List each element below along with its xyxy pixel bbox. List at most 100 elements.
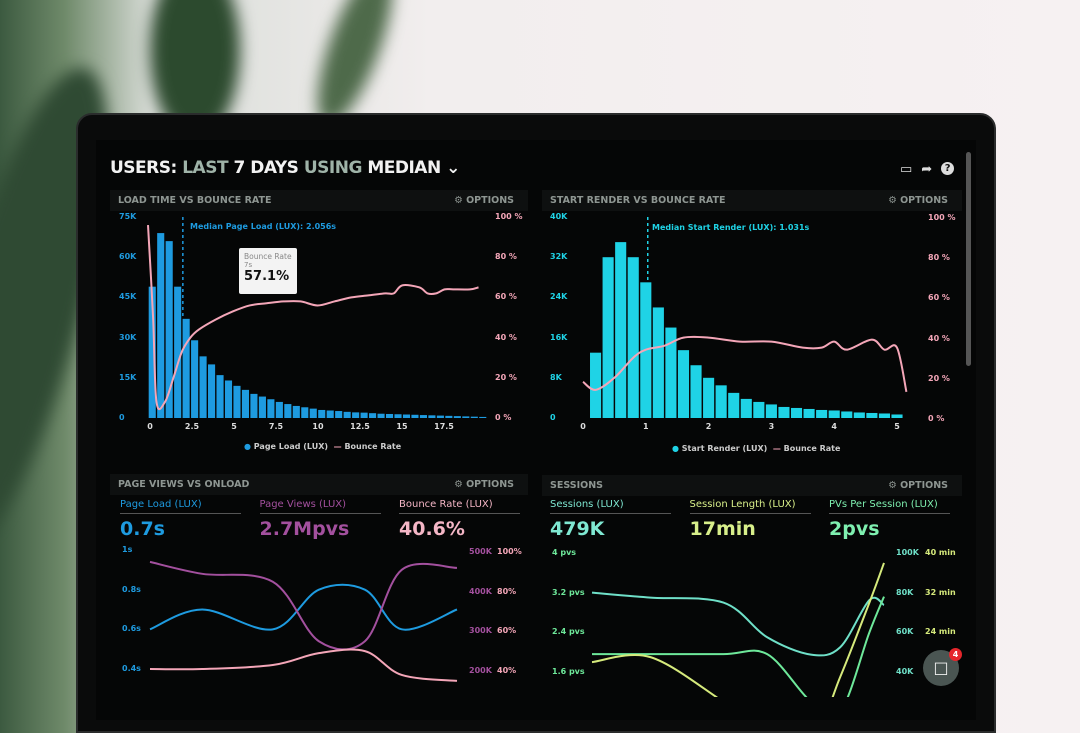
bar[interactable] — [753, 401, 765, 418]
x-tick: 4 — [831, 422, 837, 431]
bar[interactable] — [445, 415, 453, 418]
bar[interactable] — [453, 416, 461, 418]
bar[interactable] — [419, 415, 427, 418]
bar[interactable] — [803, 408, 815, 418]
bar[interactable] — [790, 407, 803, 418]
bar[interactable] — [369, 413, 377, 418]
y-tick: 32K — [550, 252, 568, 262]
bar[interactable] — [182, 318, 190, 418]
bar[interactable] — [891, 414, 903, 418]
bar[interactable] — [267, 399, 275, 418]
render-panel-header: START RENDER VS BOUNCE RATE ⚙ OPTIONS — [542, 190, 962, 211]
bar[interactable] — [148, 286, 156, 418]
bar[interactable] — [828, 410, 840, 418]
series-line — [592, 596, 885, 697]
bar[interactable] — [352, 412, 360, 418]
bar[interactable] — [377, 413, 385, 418]
bar[interactable] — [703, 377, 715, 418]
y-tick: 4 pvs — [552, 548, 577, 557]
bar[interactable] — [326, 410, 334, 418]
options-button[interactable]: ⚙ OPTIONS — [888, 195, 948, 206]
bar[interactable] — [360, 412, 368, 418]
pageviews-panel-header: PAGE VIEWS VS ONLOAD ⚙ OPTIONS — [110, 474, 528, 495]
bar[interactable] — [301, 407, 309, 418]
bar[interactable] — [216, 375, 224, 418]
options-button[interactable]: ⚙ OPTIONS — [454, 479, 514, 490]
bar[interactable] — [233, 385, 241, 418]
bar[interactable] — [602, 257, 614, 418]
bar[interactable] — [199, 356, 207, 418]
bar[interactable] — [878, 413, 890, 418]
metric-label[interactable]: PVs Per Session (LUX) — [829, 499, 950, 514]
monitor-icon[interactable]: ▭ — [900, 162, 913, 177]
help-icon[interactable]: ? — [941, 162, 955, 175]
page-title[interactable]: USERS: LAST 7 DAYS USING MEDIAN ⌄ — [110, 158, 460, 178]
y-tick: 75K — [119, 212, 137, 221]
bar[interactable] — [841, 411, 853, 418]
bar[interactable] — [778, 406, 790, 418]
metric-label[interactable]: Sessions (LUX) — [550, 499, 671, 514]
bar[interactable] — [258, 396, 266, 418]
bar[interactable] — [309, 408, 317, 418]
scrollbar[interactable] — [966, 152, 971, 366]
bar[interactable] — [241, 389, 250, 418]
bar[interactable] — [470, 416, 478, 418]
bar[interactable] — [866, 412, 878, 418]
bar[interactable] — [165, 241, 173, 418]
title-users: USERS: — [110, 158, 177, 178]
bar[interactable] — [853, 412, 865, 418]
title-aggregation[interactable]: MEDIAN — [367, 158, 441, 178]
bar[interactable] — [191, 340, 199, 418]
metric-label[interactable]: Page Load (LUX) — [120, 499, 241, 514]
title-range[interactable]: 7 DAYS — [233, 158, 299, 178]
bar[interactable] — [652, 307, 664, 418]
options-button[interactable]: ⚙ OPTIONS — [454, 195, 514, 206]
bar[interactable] — [394, 414, 402, 418]
bar[interactable] — [627, 257, 639, 418]
bar[interactable] — [385, 413, 394, 418]
bar[interactable] — [250, 393, 258, 418]
options-button[interactable]: ⚙ OPTIONS — [888, 480, 948, 491]
legend[interactable]: ● Page Load (LUX) — Bounce Rate — [244, 442, 402, 451]
chevron-down-icon[interactable]: ⌄ — [446, 158, 460, 178]
bar[interactable] — [740, 398, 752, 418]
legend[interactable]: ● Start Render (LUX) — Bounce Rate — [672, 444, 841, 453]
bar[interactable] — [335, 411, 343, 418]
bar[interactable] — [462, 416, 470, 418]
bar[interactable] — [428, 415, 436, 418]
bar[interactable] — [677, 350, 690, 418]
share-icon[interactable]: ➦ — [921, 162, 933, 177]
metric-value: 17min — [689, 518, 756, 540]
bar[interactable] — [224, 380, 233, 418]
bar[interactable] — [728, 392, 740, 418]
y2-tick: 0 % — [495, 413, 512, 422]
bar[interactable] — [411, 414, 419, 418]
bar[interactable] — [402, 414, 411, 418]
bar[interactable] — [157, 233, 165, 418]
bar[interactable] — [343, 411, 351, 418]
bar[interactable] — [479, 416, 487, 418]
bar[interactable] — [436, 415, 444, 418]
bar[interactable] — [765, 404, 777, 418]
bar[interactable] — [284, 404, 292, 418]
median-label: Median Page Load (LUX): 2.056s — [190, 222, 337, 231]
chat-icon: □ — [933, 658, 949, 677]
bar[interactable] — [292, 405, 300, 418]
bar[interactable] — [690, 365, 702, 418]
metric-label[interactable]: Bounce Rate (LUX) — [399, 499, 520, 514]
bar[interactable] — [665, 327, 677, 418]
metric-label[interactable]: Page Views (LUX) — [259, 499, 381, 514]
bar[interactable] — [816, 409, 828, 418]
bar[interactable] — [590, 352, 602, 418]
y2-tick: 0 % — [928, 414, 945, 423]
bar[interactable] — [615, 242, 627, 418]
bar[interactable] — [318, 409, 326, 418]
x-tick: 7.5 — [268, 422, 284, 431]
bar[interactable] — [174, 286, 182, 418]
bar[interactable] — [275, 401, 283, 418]
x-tick: 3 — [768, 422, 775, 431]
metric-label[interactable]: Session Length (LUX) — [689, 499, 811, 514]
bar[interactable] — [715, 385, 727, 418]
bar[interactable] — [208, 364, 216, 418]
y-tick: 40K — [550, 212, 568, 221]
